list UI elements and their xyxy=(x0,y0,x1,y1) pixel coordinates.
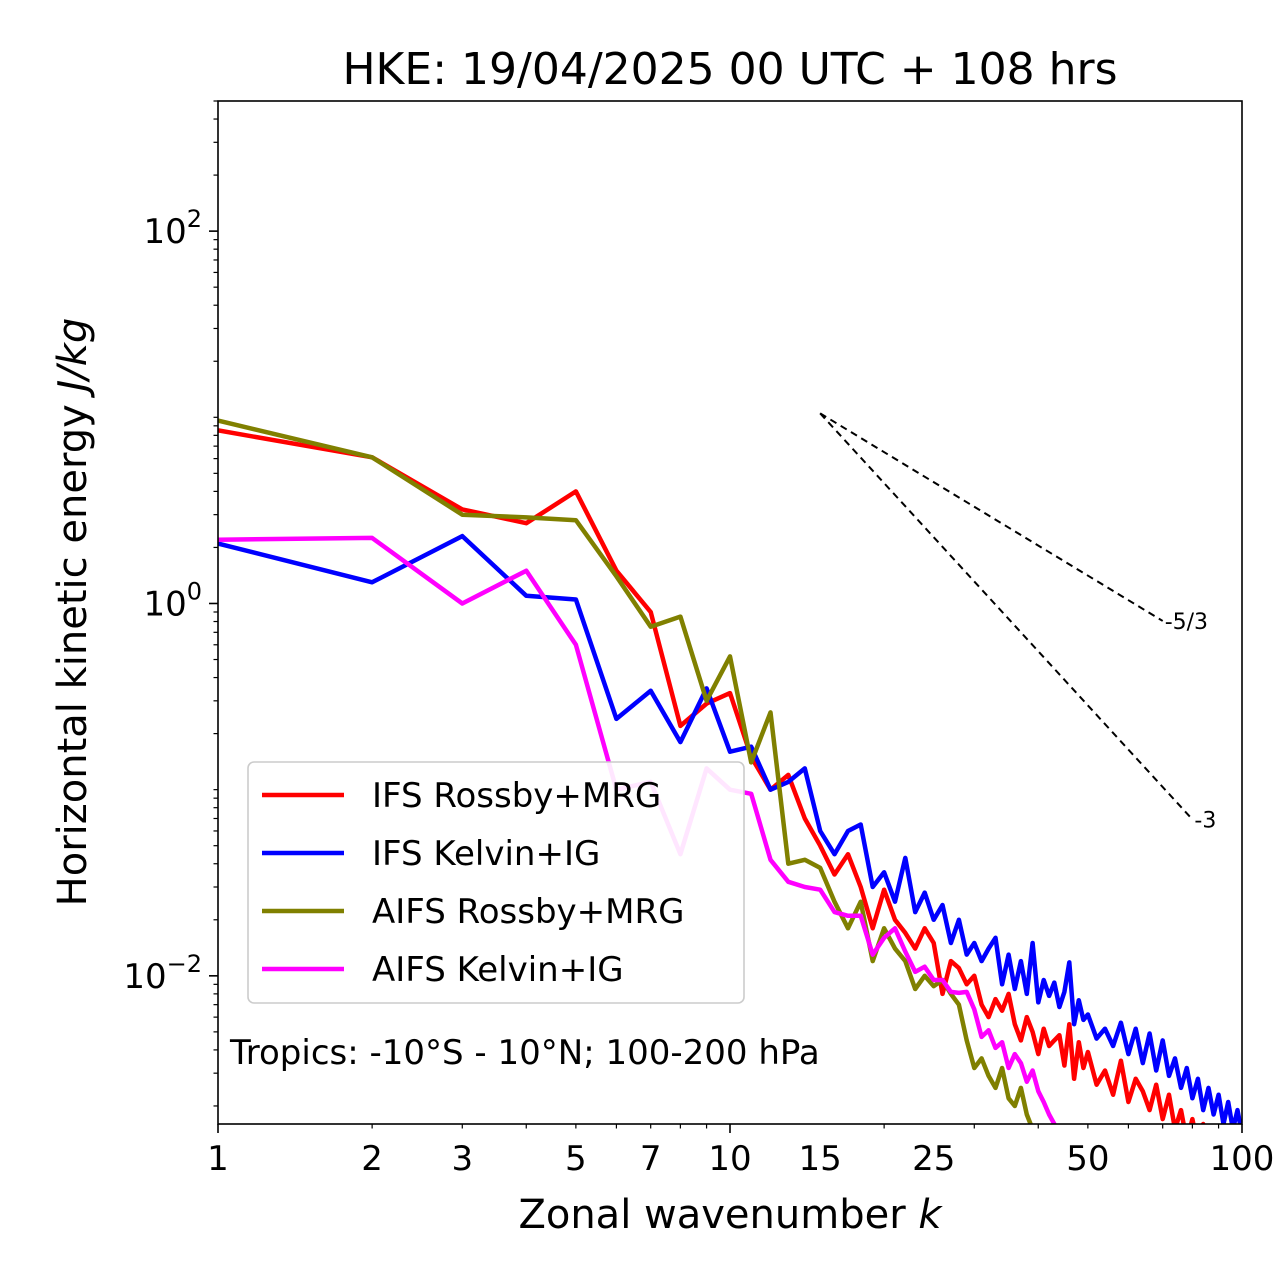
y-tick-label: 10−2 xyxy=(123,950,202,997)
x-tick-label: 15 xyxy=(799,1139,842,1179)
legend-box xyxy=(247,761,745,1004)
series-layer xyxy=(218,418,1242,1124)
legend-label: IFS Kelvin+IG xyxy=(372,834,600,874)
legend: IFS Rossby+MRG IFS Kelvin+IG AIFS Rossby+M… xyxy=(247,761,745,1004)
legend-label: AIFS Rossby+MRG xyxy=(372,892,684,932)
y-tick-label: 100 xyxy=(143,577,202,624)
y-axis-label: Horizontal kinetic energy J/kg xyxy=(50,318,96,907)
y-tick-label: 102 xyxy=(143,205,202,252)
series-line-ifs-rossby-mrg xyxy=(218,428,1206,1124)
x-tick-label: 50 xyxy=(1066,1139,1109,1179)
x-tick-label: 7 xyxy=(640,1139,662,1179)
x-tick-label: 100 xyxy=(1210,1139,1275,1179)
x-tick-label: 5 xyxy=(565,1139,587,1179)
y-axis: 102 100 10−2 xyxy=(123,100,218,1107)
x-axis-label: Zonal wavenumber k xyxy=(518,1192,943,1238)
legend-label: IFS Rossby+MRG xyxy=(372,776,661,816)
series-line-ifs-kelvin-ig xyxy=(218,533,1242,1124)
x-tick-label: 1 xyxy=(207,1139,229,1179)
legend-entries: IFS Rossby+MRG IFS Kelvin+IG AIFS Rossby+M… xyxy=(262,776,684,990)
legend-label: AIFS Kelvin+IG xyxy=(372,950,624,990)
x-axis: 1 2 3 5 7 10 15 25 50 100 xyxy=(207,1124,1274,1179)
x-tick-label: 2 xyxy=(361,1139,383,1179)
reference-line xyxy=(819,412,1164,622)
x-tick-label: 3 xyxy=(451,1139,473,1179)
x-tick-label: 25 xyxy=(912,1139,955,1179)
reference-lines: -5/3 -3 xyxy=(819,412,1216,833)
region-annotation: Tropics: -10°S - 10°N; 100-200 hPa xyxy=(229,1033,820,1073)
reference-line-label: -5/3 xyxy=(1165,610,1208,635)
chart-title: HKE: 19/04/2025 00 UTC + 108 hrs xyxy=(342,44,1117,95)
reference-line xyxy=(819,412,1194,821)
series-line-aifs-rossby-mrg xyxy=(218,418,1033,1124)
x-tick-label: 10 xyxy=(708,1139,751,1179)
reference-line-label: -3 xyxy=(1194,808,1216,833)
